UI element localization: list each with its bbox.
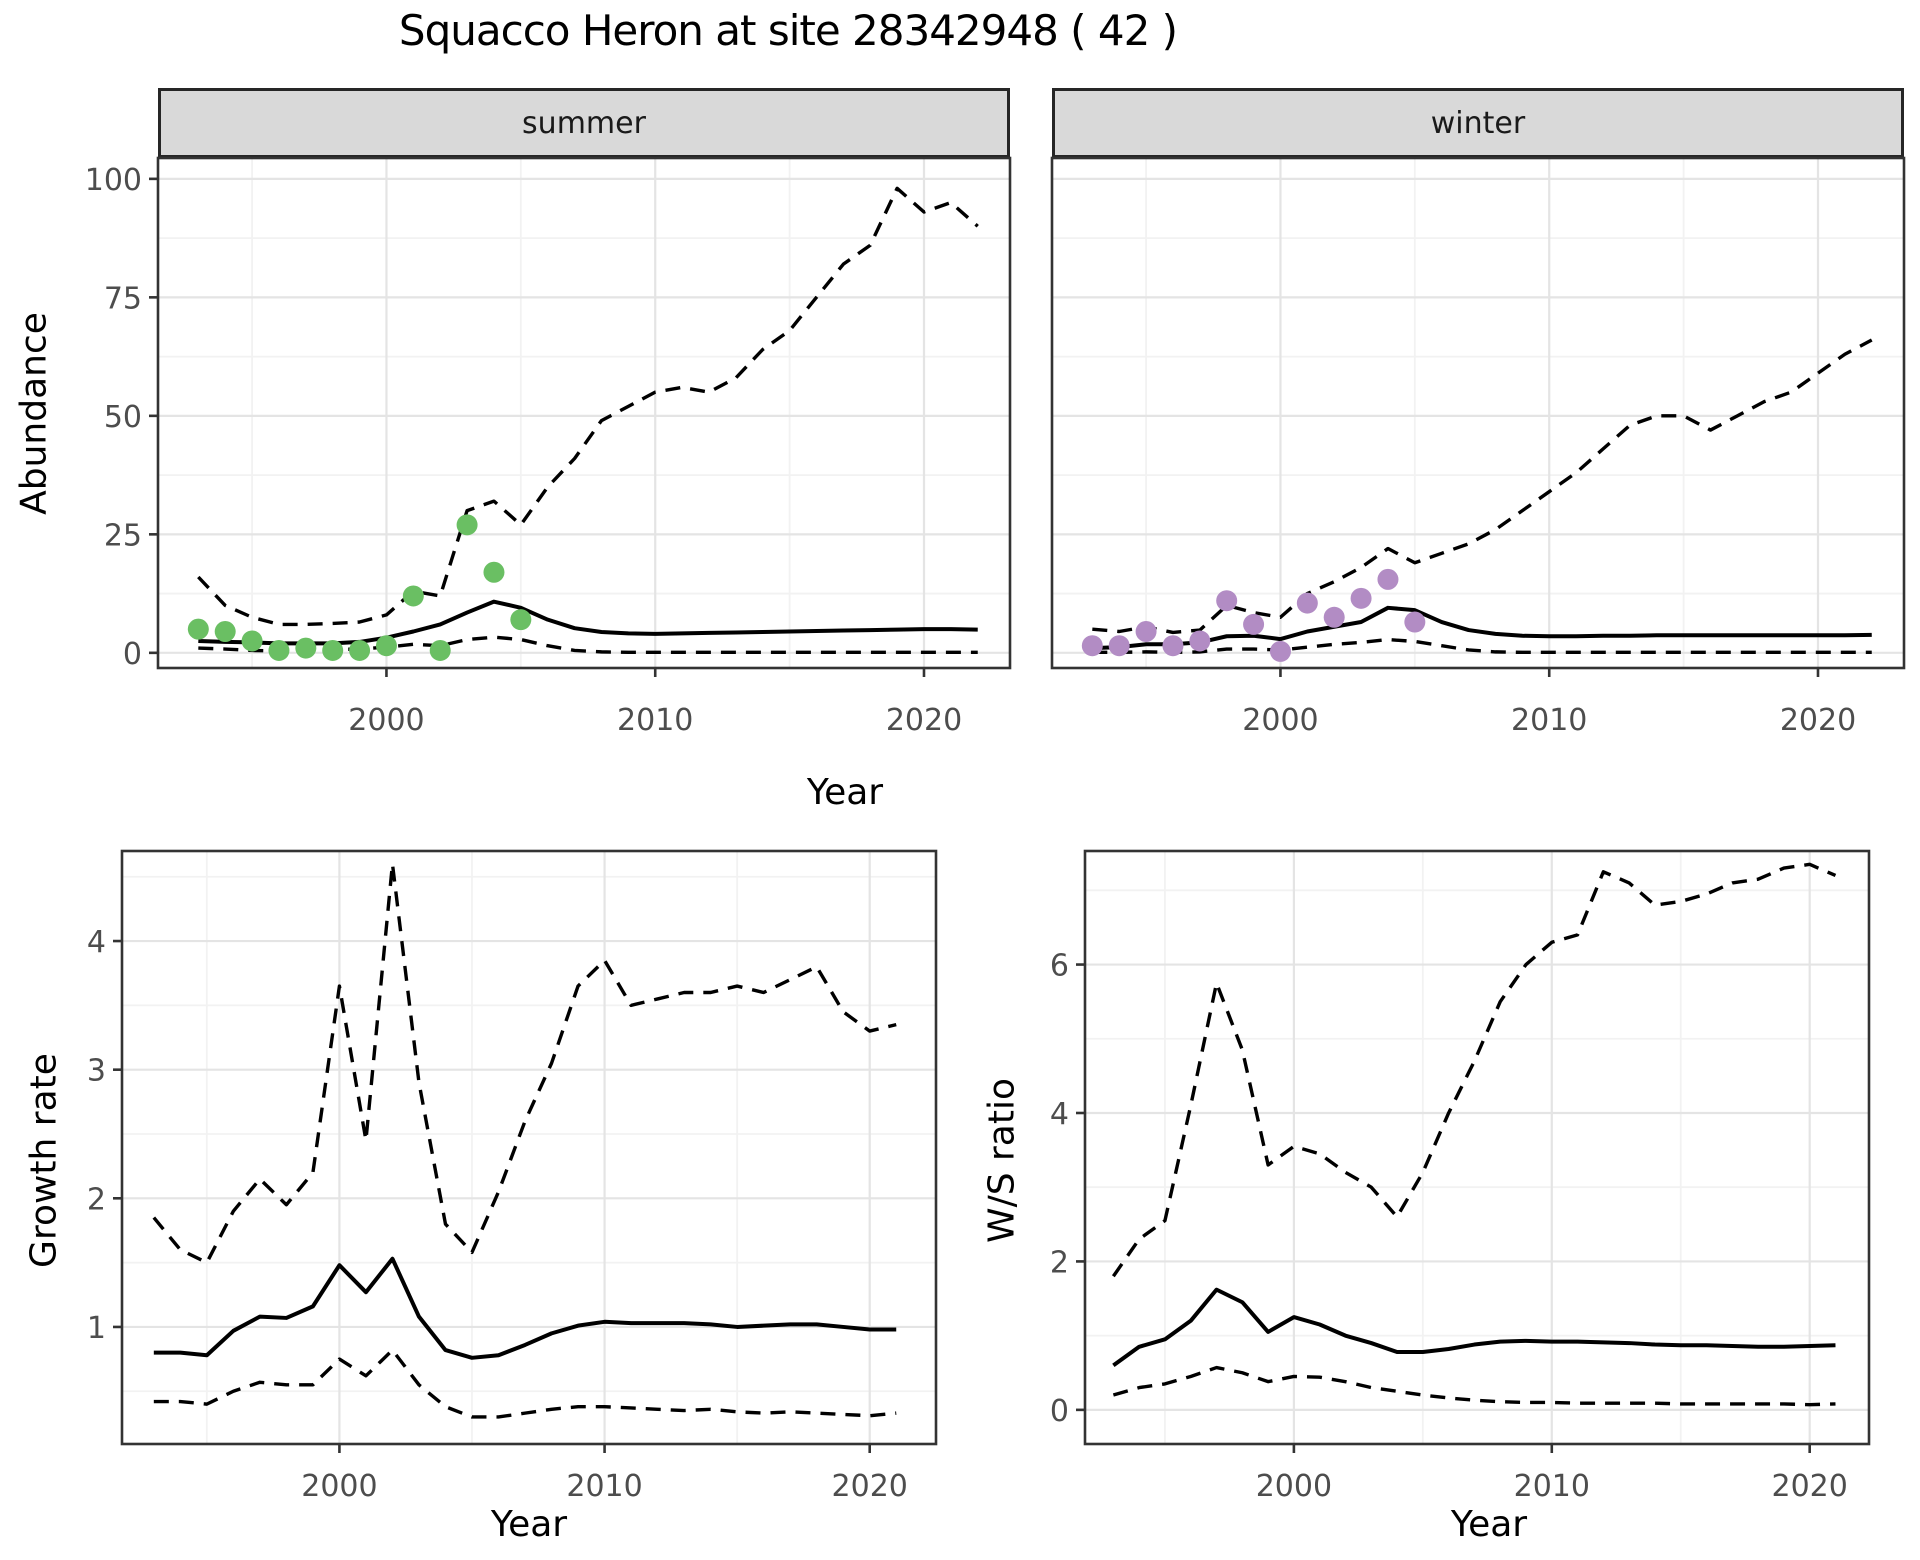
winter-observed-counts-point xyxy=(1135,621,1157,643)
x-tick-label: 2000 xyxy=(1256,1469,1332,1504)
winter-panel-border xyxy=(1050,156,1906,670)
summer-observed-counts-point xyxy=(322,639,344,661)
summer-observed-counts-point xyxy=(375,635,397,657)
x-tick-label: 2020 xyxy=(1780,703,1856,738)
summer-observed-counts-point xyxy=(349,639,371,661)
y-tick-label: 4 xyxy=(1050,1097,1069,1132)
panel-background xyxy=(1052,158,1904,668)
y-tick-label: 2 xyxy=(87,1182,106,1217)
winter-observed-counts-point xyxy=(1081,635,1103,657)
page-title: Squacco Heron at site 28342948 ( 42 ) xyxy=(398,6,1178,55)
ws-lower-ci-line xyxy=(1112,1365,1836,1407)
x-tick-label: 2020 xyxy=(886,703,962,738)
x-tick-label: 2020 xyxy=(1772,1469,1848,1504)
winter-fitted-median-line xyxy=(1092,605,1872,651)
x-tick-label: 2010 xyxy=(617,703,693,738)
ws-ratio-axis-title: W/S ratio xyxy=(981,1077,1023,1244)
winter-lower-ci-line xyxy=(1092,637,1872,655)
y-tick-label: 0 xyxy=(1050,1394,1069,1429)
y-tick-label: 0 xyxy=(123,637,142,672)
y-tick-label: 50 xyxy=(104,400,142,435)
facet-strip-summer-label: summer xyxy=(522,105,646,141)
facet-strip-winter: winter xyxy=(1052,88,1904,158)
y-tick-label: 2 xyxy=(1050,1245,1069,1280)
summer-panel-border xyxy=(156,156,1012,670)
y-tick-label: 1 xyxy=(87,1311,106,1346)
facet-strip-summer: summer xyxy=(158,88,1010,158)
x-tick-label: 2000 xyxy=(301,1469,377,1504)
x-tick-label: 2020 xyxy=(832,1469,908,1504)
winter-observed-counts-point xyxy=(1404,611,1426,633)
x-tick-label: 2010 xyxy=(566,1469,642,1504)
summer-observed-counts-point xyxy=(402,585,424,607)
abundance-axis-title: Abundance xyxy=(13,312,55,515)
summer-observed-counts-point xyxy=(429,639,451,661)
summer-upper-ci-line xyxy=(197,186,979,627)
summer-observed-counts-point xyxy=(295,637,317,659)
summer-observed-counts-point xyxy=(510,609,532,631)
growth-panel-border xyxy=(120,849,938,1446)
winter-observed-counts-point xyxy=(1189,630,1211,652)
panel-background xyxy=(158,158,1010,668)
x-tick-label: 2010 xyxy=(1514,1469,1590,1504)
ws-fitted-median-line xyxy=(1112,1287,1836,1367)
ws-panel xyxy=(1085,851,1869,1444)
summer-panel xyxy=(158,158,1010,668)
y-tick-label: 6 xyxy=(1050,949,1069,984)
growth-panel xyxy=(122,851,936,1444)
winter-observed-counts-point xyxy=(1162,635,1184,657)
y-tick-label: 3 xyxy=(87,1054,106,1089)
summer-observed-counts-point xyxy=(241,630,263,652)
summer-observed-counts-point xyxy=(456,514,478,536)
year-axis-title-bottom-left: Year xyxy=(490,1504,568,1545)
winter-observed-counts-point xyxy=(1350,587,1372,609)
x-tick-label: 2000 xyxy=(348,703,424,738)
y-tick-label: 4 xyxy=(87,925,106,960)
winter-panel xyxy=(1052,158,1904,668)
winter-observed-counts-point xyxy=(1269,640,1291,662)
y-tick-label: 75 xyxy=(104,281,142,316)
winter-observed-counts-point xyxy=(1323,606,1345,628)
x-tick-label: 2010 xyxy=(1511,703,1587,738)
y-tick-label: 25 xyxy=(104,518,142,553)
summer-observed-counts-point xyxy=(483,561,505,583)
growth-rate-axis-title: Growth rate xyxy=(23,1053,65,1268)
year-axis-title-top: Year xyxy=(806,772,884,813)
summer-observed-counts-point xyxy=(187,618,209,640)
year-axis-title-bottom-right: Year xyxy=(1450,1504,1528,1545)
growth-lower-ci-line xyxy=(153,1348,897,1419)
winter-observed-counts-point xyxy=(1377,568,1399,590)
x-tick-label: 2000 xyxy=(1242,703,1318,738)
summer-observed-counts-point xyxy=(214,621,236,643)
winter-observed-counts-point xyxy=(1216,590,1238,612)
ws-panel-border xyxy=(1083,849,1871,1446)
summer-observed-counts-point xyxy=(268,639,290,661)
ws-upper-ci-line xyxy=(1111,862,1837,1278)
y-tick-label: 100 xyxy=(85,163,142,198)
winter-observed-counts-point xyxy=(1243,613,1265,635)
panel-background xyxy=(1085,851,1869,1444)
winter-observed-counts-point xyxy=(1296,592,1318,614)
facet-strip-winter-label: winter xyxy=(1430,105,1526,141)
winter-observed-counts-point xyxy=(1108,635,1130,657)
growth-fitted-median-line xyxy=(153,1256,897,1360)
